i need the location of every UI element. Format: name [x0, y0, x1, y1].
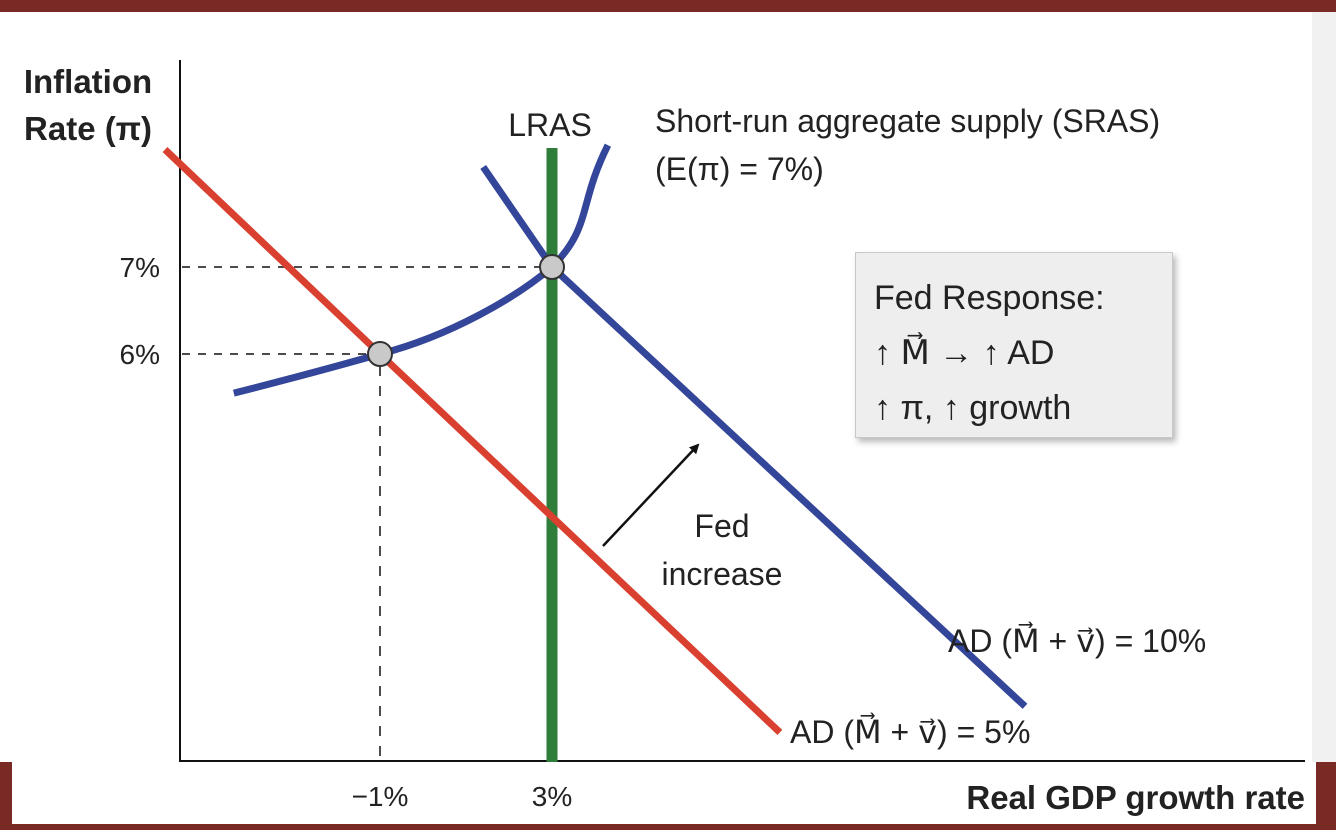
equilibrium-point-old [367, 341, 393, 367]
x-tick-label-3pct: 3% [532, 781, 572, 812]
y-tick-label-6pct: 6% [120, 339, 160, 370]
ad-5pct-label: AD (M⃗ + v⃗) = 5% [790, 712, 1030, 750]
lras-label: LRAS [508, 107, 592, 143]
equilibrium-point-new [539, 254, 565, 280]
ad-5pct-line [162, 147, 783, 735]
ad-10pct-label: AD (M⃗ + v⃗) = 10% [948, 621, 1206, 659]
x-tick-label-minus1pct: −1% [352, 781, 409, 812]
frame-right-border [1316, 762, 1336, 830]
fed-response-title: Fed Response: [874, 279, 1105, 317]
frame-left-border [0, 762, 12, 830]
fed-response-box: Fed Response: ↑ M⃗ → ↑ AD ↑ π, ↑ growth [855, 252, 1173, 438]
fed-response-line-money: ↑ M⃗ → ↑ AD [874, 334, 1055, 372]
sras-curve [232, 143, 612, 397]
frame-bottom-border [0, 824, 1336, 830]
sras-expected-inflation-label: (E(π) = 7%) [655, 151, 824, 187]
y-axis-label-line2: Rate (π) [24, 110, 152, 147]
fed-increase-label-line1: Fed [694, 508, 749, 544]
fed-increase-label-line2: increase [662, 556, 783, 592]
fed-response-line-outcome: ↑ π, ↑ growth [874, 389, 1072, 427]
y-tick-label-7pct: 7% [120, 252, 160, 283]
frame-top-border [0, 0, 1336, 12]
right-edge-shade [1312, 12, 1336, 762]
x-axis-label: Real GDP growth rate [966, 779, 1305, 816]
y-axis-label-line1: Inflation [24, 63, 152, 100]
fed-increase-arrow [602, 443, 700, 547]
sras-label: Short-run aggregate supply (SRAS) [655, 103, 1160, 139]
